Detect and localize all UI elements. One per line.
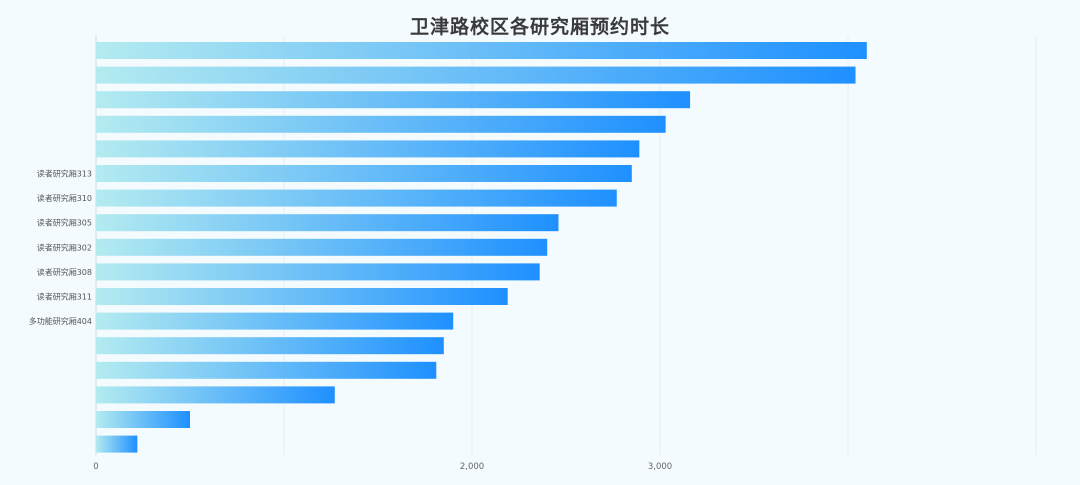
bar[interactable]	[96, 165, 632, 182]
x-tick-label: 2,000	[460, 462, 484, 472]
bar[interactable]	[96, 238, 548, 256]
bar[interactable]	[96, 214, 559, 232]
bar[interactable]	[96, 140, 640, 158]
bar[interactable]	[96, 386, 335, 404]
bar[interactable]	[96, 435, 138, 453]
bars	[96, 42, 867, 453]
category-label: 读者研究厢305	[37, 218, 92, 228]
category-label: 多功能研究厢404	[29, 316, 92, 326]
bar[interactable]	[96, 337, 444, 355]
x-tick-label: 3,000	[648, 462, 672, 472]
bar[interactable]	[96, 115, 666, 133]
bar[interactable]	[96, 91, 691, 109]
bar[interactable]	[96, 42, 867, 59]
category-label: 读者研究厢313	[37, 169, 92, 179]
bar[interactable]	[96, 263, 540, 281]
category-label: 读者研究厢302	[37, 242, 92, 252]
bar[interactable]	[96, 66, 856, 84]
category-label: 读者研究厢308	[37, 267, 92, 277]
bar[interactable]	[96, 411, 190, 428]
bar[interactable]	[96, 189, 617, 207]
chart-title: 卫津路校区各研究厢预约时长	[409, 16, 670, 38]
category-label: 读者研究厢310	[37, 193, 92, 203]
bar[interactable]	[96, 361, 437, 379]
category-label: 读者研究厢311	[37, 292, 92, 302]
category-labels: 读者研究厢313 读者研究厢310 读者研究厢305 读者研究厢302 读者研究厢308…	[29, 169, 92, 327]
bar[interactable]	[96, 288, 508, 305]
bar[interactable]	[96, 312, 454, 330]
x-tick-label: 0	[93, 462, 98, 472]
x-axis-ticks: 0 2,000 3,000	[93, 462, 672, 472]
